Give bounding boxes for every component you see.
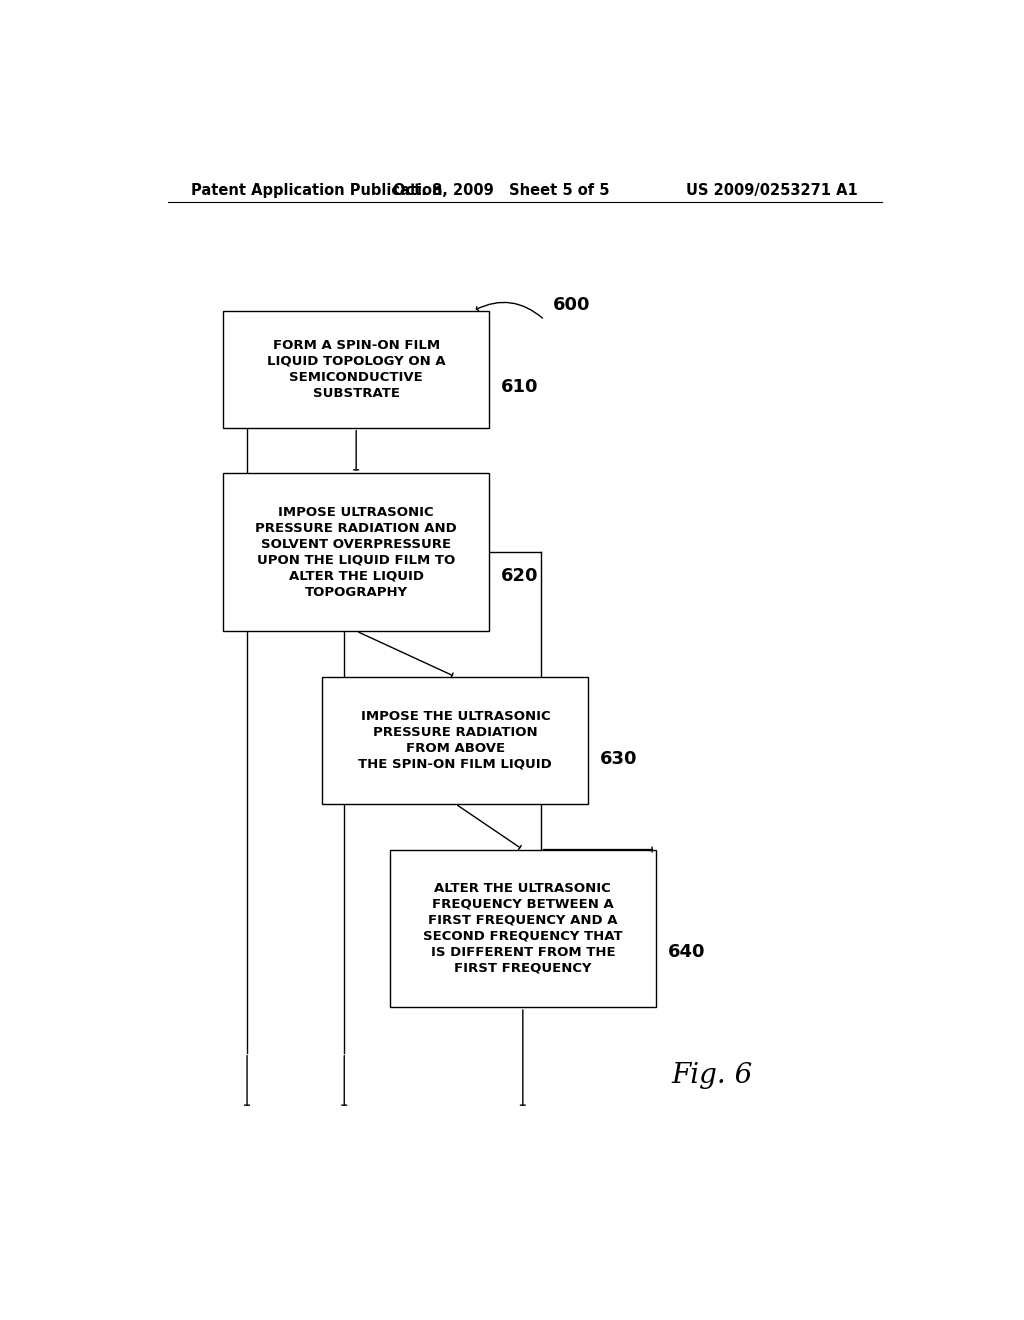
Text: 610: 610 (501, 378, 539, 396)
Text: 640: 640 (668, 942, 706, 961)
Text: Fig. 6: Fig. 6 (672, 1061, 753, 1089)
Text: IMPOSE THE ULTRASONIC
PRESSURE RADIATION
FROM ABOVE
THE SPIN-ON FILM LIQUID: IMPOSE THE ULTRASONIC PRESSURE RADIATION… (358, 710, 552, 771)
Text: Patent Application Publication: Patent Application Publication (191, 183, 443, 198)
Text: 630: 630 (600, 750, 638, 768)
Text: Oct. 8, 2009   Sheet 5 of 5: Oct. 8, 2009 Sheet 5 of 5 (393, 183, 609, 198)
Text: ALTER THE ULTRASONIC
FREQUENCY BETWEEN A
FIRST FREQUENCY AND A
SECOND FREQUENCY : ALTER THE ULTRASONIC FREQUENCY BETWEEN A… (423, 882, 623, 975)
Text: IMPOSE ULTRASONIC
PRESSURE RADIATION AND
SOLVENT OVERPRESSURE
UPON THE LIQUID FI: IMPOSE ULTRASONIC PRESSURE RADIATION AND… (255, 506, 457, 599)
Bar (223, 474, 489, 631)
Text: FORM A SPIN-ON FILM
LIQUID TOPOLOGY ON A
SEMICONDUCTIVE
SUBSTRATE: FORM A SPIN-ON FILM LIQUID TOPOLOGY ON A… (267, 339, 445, 400)
Text: 620: 620 (501, 566, 539, 585)
Bar (390, 850, 655, 1007)
Text: 600: 600 (553, 296, 590, 314)
Bar (223, 312, 489, 428)
Text: US 2009/0253271 A1: US 2009/0253271 A1 (686, 183, 858, 198)
Bar (323, 677, 588, 804)
